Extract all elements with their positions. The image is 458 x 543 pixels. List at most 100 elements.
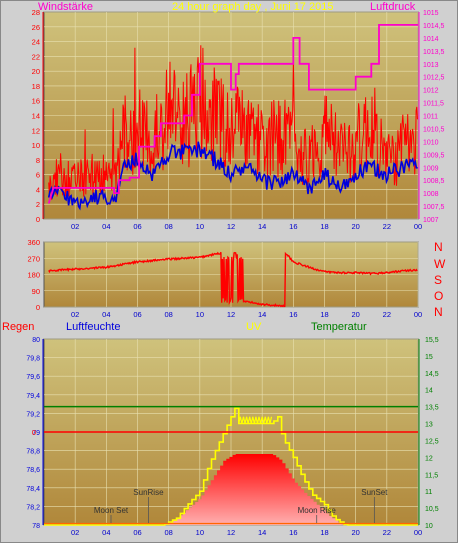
temperatur-label: Temperatur — [311, 321, 367, 333]
direction-x-tick-20: 20 — [351, 310, 359, 319]
uv-y-tick-15,5: 15,5 — [425, 337, 439, 344]
humidity-y-tick-79,4: 79,4 — [26, 393, 40, 400]
wind-y-tick-12: 12 — [32, 126, 40, 135]
uv-x-tick-12: 12 — [227, 528, 235, 537]
direction-x-tick-04: 04 — [102, 310, 110, 319]
pressure-y-tick-1014: 1014 — [423, 36, 439, 43]
wind-x-tick-02: 02 — [71, 222, 79, 231]
direction-label-o: O — [434, 289, 444, 303]
direction-x-tick-12: 12 — [227, 310, 235, 319]
direction-x-tick-22: 22 — [383, 310, 391, 319]
wind-y-tick-4: 4 — [36, 185, 40, 194]
direction-x-tick-02: 02 — [71, 310, 79, 319]
rain-value-label: 0 — [32, 428, 36, 437]
humidity-y-tick-78: 78 — [32, 523, 40, 530]
humidity-y-tick-79,8: 79,8 — [26, 356, 40, 363]
uv-x-tick-06: 06 — [133, 528, 141, 537]
pressure-y-tick-1009: 1009 — [423, 165, 439, 172]
pressure-y-tick-1015: 1015 — [423, 10, 439, 17]
direction-y-tick-360: 360 — [27, 238, 40, 247]
uv-y-tick-12: 12 — [425, 455, 433, 462]
direction-x-tick-10: 10 — [196, 310, 204, 319]
regen-label: Regen — [2, 321, 35, 333]
annotation-sunrise: SunRise — [133, 488, 164, 497]
humidity-y-tick-78,6: 78,6 — [26, 467, 40, 474]
wind-y-tick-26: 26 — [32, 23, 40, 32]
uv-y-tick-14: 14 — [425, 388, 433, 395]
direction-y-tick-180: 180 — [27, 271, 40, 280]
wind-x-tick-06: 06 — [133, 222, 141, 231]
humidity-y-tick-79,2: 79,2 — [26, 411, 40, 418]
uv-x-tick-02: 02 — [71, 528, 79, 537]
uv-x-tick-16: 16 — [289, 528, 297, 537]
wind-x-tick-16: 16 — [289, 222, 297, 231]
wind-y-tick-14: 14 — [32, 112, 40, 121]
pressure-y-tick-1012: 1012 — [423, 88, 439, 95]
humidity-y-tick-79,6: 79,6 — [26, 374, 40, 381]
direction-x-tick-18: 18 — [320, 310, 328, 319]
pressure-y-tick-1008,5: 1008,5 — [423, 178, 445, 185]
uv-y-tick-13: 13 — [425, 422, 433, 429]
wind-x-tick-04: 04 — [102, 222, 110, 231]
wind-x-tick-14: 14 — [258, 222, 266, 231]
wind-y-tick-22: 22 — [32, 52, 40, 61]
wind-y-tick-24: 24 — [32, 38, 40, 47]
wind-y-tick-16: 16 — [32, 97, 40, 106]
annotation-sunset: SunSet — [361, 488, 388, 497]
pressure-y-tick-1009,5: 1009,5 — [423, 152, 445, 159]
humidity-y-tick-79: 79 — [32, 430, 40, 437]
uv-x-tick-18: 18 — [320, 528, 328, 537]
humidity-y-tick-80: 80 — [32, 337, 40, 344]
uv-x-tick-08: 08 — [164, 528, 172, 537]
uv-x-tick-22: 22 — [383, 528, 391, 537]
uv-x-tick-04: 04 — [102, 528, 110, 537]
humidity-y-tick-78,4: 78,4 — [26, 486, 40, 493]
uv-plateau-jitter — [238, 416, 273, 424]
direction-y-tick-270: 270 — [27, 254, 40, 263]
pressure-y-tick-1011: 1011 — [423, 114, 438, 121]
direction-y-tick-0: 0 — [36, 303, 40, 312]
pressure-y-tick-1012,5: 1012,5 — [423, 75, 445, 82]
uv-x-tick-14: 14 — [258, 528, 266, 537]
annotation-moon-set: Moon Set — [94, 506, 129, 515]
header-right-label: Luftdruck — [370, 1, 416, 13]
uv-series — [44, 407, 418, 526]
pressure-y-tick-1014,5: 1014,5 — [423, 23, 445, 30]
wind-x-tick-00: 00 — [414, 222, 422, 231]
pressure-y-tick-1010,5: 1010,5 — [423, 126, 445, 133]
direction-x-tick-16: 16 — [289, 310, 297, 319]
wind-x-tick-20: 20 — [351, 222, 359, 231]
pressure-y-tick-1011,5: 1011,5 — [423, 101, 444, 108]
pressure-y-tick-1007: 1007 — [423, 217, 439, 224]
uv-y-tick-10,5: 10,5 — [425, 506, 439, 513]
wind-direction-series — [48, 251, 418, 308]
wind-y-tick-8: 8 — [36, 156, 40, 165]
wind-x-tick-10: 10 — [196, 222, 204, 231]
header-left-label: Windstärke — [38, 1, 94, 13]
pressure-series — [47, 23, 418, 204]
direction-x-tick-06: 06 — [133, 310, 141, 319]
uv-x-tick-00: 00 — [414, 528, 422, 537]
direction-x-tick-08: 08 — [164, 310, 172, 319]
direction-x-tick-00: 00 — [414, 310, 422, 319]
uv-y-tick-12,5: 12,5 — [425, 438, 439, 445]
humidity-y-tick-78,8: 78,8 — [26, 449, 40, 456]
wind-y-tick-2: 2 — [36, 200, 40, 209]
luftfeuchte-label: Luftfeuchte — [66, 321, 121, 333]
direction-label-w: W — [434, 257, 446, 271]
wind-y-tick-0: 0 — [36, 215, 40, 224]
humidity-y-tick-78,2: 78,2 — [26, 504, 40, 511]
wind-y-tick-6: 6 — [36, 171, 40, 180]
direction-x-tick-14: 14 — [258, 310, 266, 319]
direction-y-tick-90: 90 — [32, 287, 40, 296]
pressure-y-tick-1008: 1008 — [423, 191, 439, 198]
annotation-moon-rise: Moon Rise — [298, 506, 337, 515]
wind-x-tick-18: 18 — [320, 222, 328, 231]
wind-gust-series — [48, 45, 418, 200]
wind-average-series — [47, 141, 418, 211]
wind-y-tick-18: 18 — [32, 82, 40, 91]
wind-x-tick-08: 08 — [164, 222, 172, 231]
direction-label-n2: N — [434, 305, 443, 319]
solar-area — [160, 454, 344, 525]
